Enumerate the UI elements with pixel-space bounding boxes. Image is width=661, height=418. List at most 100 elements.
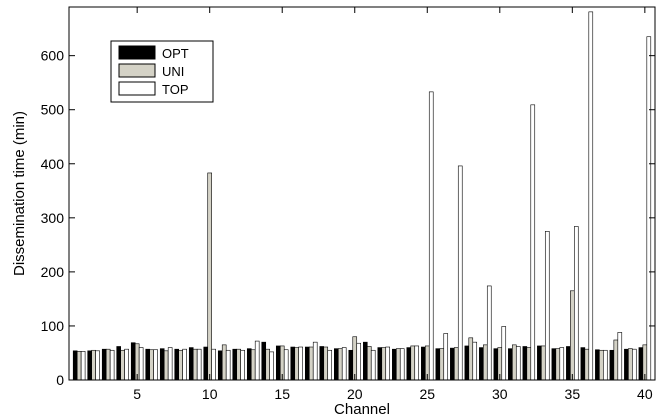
bar-uni-channel-3 (105, 348, 111, 381)
bar-top-channel-23 (399, 348, 405, 381)
legend: OPT UNI TOP (110, 40, 214, 103)
bar-top-channel-15 (283, 349, 289, 381)
bar-uni-channel-13 (250, 349, 256, 381)
bar-opt-channel-17 (304, 346, 310, 381)
y-tick-label: 0 (56, 372, 64, 388)
bar-top-channel-6 (153, 349, 158, 381)
bar-top-channel-10 (211, 348, 216, 381)
bar-uni-channel-16 (294, 347, 300, 381)
bar-opt-channel-27 (450, 347, 455, 381)
bar-uni-channel-26 (439, 348, 445, 381)
bar-opt-channel-34 (551, 348, 557, 381)
bar-uni-channel-9 (192, 348, 198, 381)
bar-uni-channel-7 (163, 350, 169, 381)
y-tick-label: 400 (41, 156, 65, 172)
bar-top-channel-9 (196, 348, 202, 381)
bar-top-channel-3 (109, 349, 115, 381)
x-axis-label: Channel (334, 401, 390, 418)
bar-top-channel-32 (530, 104, 536, 381)
bar-uni-channel-12 (236, 348, 241, 381)
bar-uni-channel-14 (265, 348, 270, 381)
bar-uni-channel-27 (453, 347, 459, 381)
bar-top-channel-30 (501, 326, 507, 381)
bar-opt-channel-38 (609, 349, 615, 381)
bar-uni-channel-36 (584, 348, 590, 381)
bar-uni-channel-32 (526, 347, 532, 381)
bar-uni-channel-18 (323, 346, 329, 381)
bar-top-channel-8 (182, 348, 187, 381)
x-tick-label: 5 (133, 386, 141, 402)
bar-opt-channel-33 (537, 345, 542, 381)
bar-opt-channel-37 (595, 349, 600, 381)
x-tick-label: 30 (492, 386, 508, 402)
bars-layer (72, 11, 652, 381)
bar-top-channel-35 (573, 226, 579, 381)
bar-opt-channel-2 (87, 350, 92, 381)
bar-top-channel-4 (124, 348, 129, 381)
bar-uni-channel-10 (207, 172, 212, 381)
bar-top-channel-14 (269, 351, 274, 381)
bar-opt-channel-40 (638, 347, 644, 381)
bar-uni-channel-28 (468, 337, 474, 381)
bar-top-channel-22 (385, 346, 390, 381)
bar-opt-channel-39 (624, 348, 629, 381)
x-axis: 5 10 15 20 25 30 35 40 (133, 7, 653, 402)
x-tick-label: 15 (274, 386, 290, 402)
bar-uni-channel-29 (483, 344, 488, 381)
bar-top-channel-40 (646, 36, 652, 381)
bar-uni-channel-34 (555, 348, 561, 381)
bar-opt-channel-11 (217, 350, 223, 381)
bar-opt-channel-5 (130, 342, 136, 381)
bar-uni-channel-4 (120, 349, 125, 381)
legend-swatch-top (118, 81, 156, 96)
legend-label-opt: OPT (162, 46, 189, 61)
bar-uni-channel-21 (366, 346, 372, 381)
bar-opt-channel-32 (522, 346, 528, 381)
bar-top-channel-39 (632, 348, 637, 381)
bar-opt-channel-26 (435, 348, 441, 381)
bar-top-channel-34 (559, 347, 565, 381)
bar-opt-channel-23 (392, 348, 397, 381)
bar-top-channel-18 (327, 349, 332, 381)
bar-opt-channel-7 (159, 348, 165, 381)
bar-top-channel-20 (356, 342, 361, 381)
bar-opt-channel-10 (203, 346, 209, 381)
legend-label-uni: UNI (162, 64, 184, 79)
bar-top-channel-16 (298, 346, 303, 381)
bar-uni-channel-38 (613, 339, 619, 381)
bar-top-channel-28 (472, 341, 478, 381)
bar-top-channel-33 (544, 231, 550, 381)
bar-opt-channel-18 (319, 346, 325, 381)
bar-opt-channel-8 (174, 348, 180, 381)
y-tick-label: 100 (41, 318, 65, 334)
bar-top-channel-7 (167, 347, 173, 381)
bar-uni-channel-8 (178, 349, 183, 381)
bar-top-channel-2 (95, 350, 100, 381)
bar-opt-channel-15 (275, 345, 281, 381)
x-tick-label: 10 (202, 386, 218, 402)
bar-opt-channel-1 (72, 350, 78, 381)
bar-opt-channel-22 (377, 347, 383, 381)
bar-top-channel-24 (414, 345, 420, 381)
plot-frame (68, 6, 656, 381)
y-tick-label: 200 (41, 264, 65, 280)
bar-opt-channel-9 (188, 347, 194, 381)
x-tick-label: 25 (419, 386, 435, 402)
y-axis: 0 100 200 300 400 500 600 (41, 48, 655, 388)
bar-opt-channel-13 (246, 348, 252, 381)
y-tick-label: 500 (41, 102, 65, 118)
bar-opt-channel-31 (508, 348, 513, 381)
bar-uni-channel-24 (410, 345, 416, 381)
bar-top-channel-38 (617, 332, 623, 381)
bar-top-channel-36 (588, 11, 594, 381)
bar-uni-channel-19 (337, 348, 343, 381)
bar-top-channel-11 (225, 349, 231, 381)
bar-top-channel-12 (240, 349, 245, 381)
bar-top-channel-13 (254, 340, 260, 381)
legend-swatch-uni (118, 63, 156, 78)
bar-uni-channel-22 (381, 347, 387, 381)
bar-opt-channel-20 (348, 349, 354, 381)
bar-uni-channel-23 (395, 348, 401, 381)
bar-uni-channel-39 (628, 348, 633, 381)
bar-opt-channel-14 (261, 341, 267, 381)
